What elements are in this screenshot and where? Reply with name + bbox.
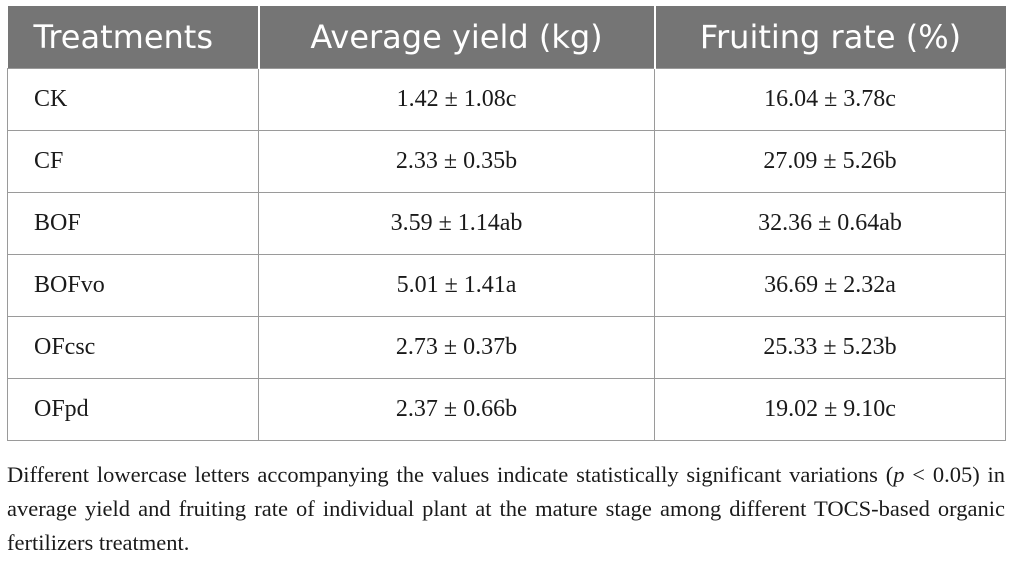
treatment-cell: OFpd: [7, 378, 259, 441]
treatment-cell: BOF: [7, 192, 259, 255]
yield-cell: 1.42 ± 1.08c: [258, 68, 655, 131]
fruiting-cell: 36.69 ± 2.32a: [654, 254, 1006, 317]
footnote-p-symbol: p: [893, 462, 905, 487]
fruiting-cell: 16.04 ± 3.78c: [654, 68, 1006, 131]
table-row: CK 1.42 ± 1.08c 16.04 ± 3.78c: [7, 68, 1006, 131]
yield-cell: 2.33 ± 0.35b: [258, 130, 655, 193]
header-treatments: Treatments: [7, 6, 259, 69]
table-row: OFpd 2.37 ± 0.66b 19.02 ± 9.10c: [7, 378, 1006, 441]
table-header-row: Treatments Average yield (kg) Fruiting r…: [7, 6, 1006, 69]
treatment-cell: OFcsc: [7, 316, 259, 379]
table-row: OFcsc 2.73 ± 0.37b 25.33 ± 5.23b: [7, 316, 1006, 379]
treatment-cell: BOFvo: [7, 254, 259, 317]
fruiting-cell: 32.36 ± 0.64ab: [654, 192, 1006, 255]
yield-cell: 2.37 ± 0.66b: [258, 378, 655, 441]
results-table: Treatments Average yield (kg) Fruiting r…: [7, 6, 1006, 441]
yield-cell: 3.59 ± 1.14ab: [258, 192, 655, 255]
yield-cell: 2.73 ± 0.37b: [258, 316, 655, 379]
fruiting-cell: 19.02 ± 9.10c: [654, 378, 1006, 441]
results-table-container: Treatments Average yield (kg) Fruiting r…: [7, 6, 1006, 441]
fruiting-cell: 25.33 ± 5.23b: [654, 316, 1006, 379]
header-fruiting-rate: Fruiting rate (%): [653, 6, 1006, 69]
table-row: CF 2.33 ± 0.35b 27.09 ± 5.26b: [7, 130, 1006, 193]
fruiting-cell: 27.09 ± 5.26b: [654, 130, 1006, 193]
treatment-cell: CF: [7, 130, 259, 193]
table-row: BOFvo 5.01 ± 1.41a 36.69 ± 2.32a: [7, 254, 1006, 317]
footnote-text-start: Different lowercase letters accompanying…: [7, 462, 894, 487]
table-footnote: Different lowercase letters accompanying…: [7, 458, 1005, 560]
treatment-cell: CK: [7, 68, 259, 131]
footnote-text-end: < 0.05) in average yield and fruiting ra…: [7, 462, 1006, 555]
header-average-yield: Average yield (kg): [257, 6, 655, 69]
table-row: BOF 3.59 ± 1.14ab 32.36 ± 0.64ab: [7, 192, 1006, 255]
yield-cell: 5.01 ± 1.41a: [258, 254, 655, 317]
